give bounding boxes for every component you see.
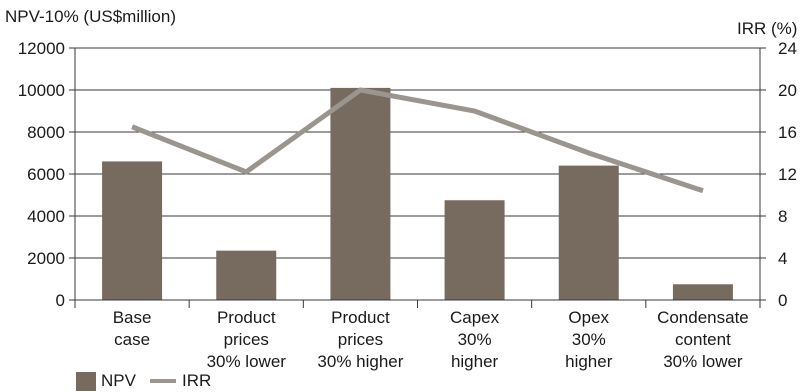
y2-tick-label: 8 bbox=[778, 207, 787, 226]
y2-tick-label: 20 bbox=[778, 81, 797, 100]
npv-bar bbox=[102, 161, 163, 300]
y-tick-label: 6000 bbox=[27, 165, 65, 184]
x-tick-label: Capex 30% higher bbox=[450, 308, 500, 371]
legend: NPV IRR bbox=[76, 371, 211, 391]
npv-bar bbox=[558, 165, 619, 300]
y2-tick-label: 4 bbox=[778, 249, 787, 268]
x-tick-label: Opex 30% higher bbox=[565, 308, 613, 371]
x-tick-label: Base case bbox=[113, 308, 152, 349]
y2-tick-label: 0 bbox=[778, 291, 787, 310]
legend-npv-label: NPV bbox=[101, 371, 136, 390]
npv-bar bbox=[216, 250, 277, 300]
y-tick-label: 8000 bbox=[27, 123, 65, 142]
y-axis-title: NPV-10% (US$million) bbox=[5, 7, 176, 26]
y-tick-label: 4000 bbox=[27, 207, 65, 226]
irr-line bbox=[131, 87, 704, 194]
npv-bar bbox=[444, 200, 505, 300]
legend-irr-swatch bbox=[149, 379, 176, 383]
y-tick-label: 10000 bbox=[18, 81, 65, 100]
y2-tick-label: 12 bbox=[778, 165, 797, 184]
y2-tick-label: 16 bbox=[778, 123, 797, 142]
npv-bar bbox=[672, 284, 733, 300]
x-tick-label: Product prices 30% lower bbox=[207, 308, 287, 371]
y-tick-label: 2000 bbox=[27, 249, 65, 268]
y2-tick-label: 24 bbox=[778, 39, 797, 58]
x-tick-label: Product prices 30% higher bbox=[317, 308, 403, 371]
legend-npv-swatch bbox=[76, 371, 96, 391]
legend-irr-label: IRR bbox=[181, 371, 212, 390]
y-tick-label: 0 bbox=[56, 291, 65, 310]
x-tick-label: Condensate content 30% lower bbox=[657, 308, 749, 371]
npv-bar bbox=[330, 87, 391, 301]
y-tick-label: 12000 bbox=[18, 39, 65, 58]
y2-axis-title: IRR (%) bbox=[737, 19, 798, 38]
